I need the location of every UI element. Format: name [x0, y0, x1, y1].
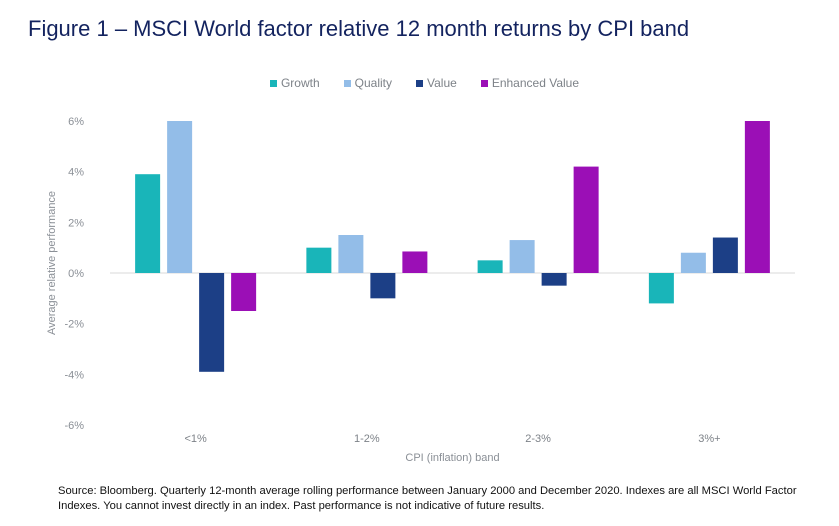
x-axis-ticks: <1% 1-2% 2-3% 3%+ [184, 433, 720, 445]
source-note: Source: Bloomberg. Quarterly 12-month av… [58, 485, 797, 512]
bar-value-3 [541, 273, 567, 286]
bar-enhanced-value-2 [402, 251, 428, 273]
x-tick-label: <1% [184, 433, 207, 445]
chart-legend: Growth Quality Value Enhanced Value [0, 76, 839, 90]
chart-title: Figure 1 – MSCI World factor relative 12… [28, 16, 690, 41]
y-tick-label: 0% [68, 268, 84, 280]
x-tick-label: 2-3% [525, 433, 551, 445]
y-axis-label: Average relative performance [46, 191, 58, 335]
bar-growth-4 [648, 273, 674, 304]
y-tick-label: 6% [68, 116, 84, 128]
bar-quality-1 [167, 121, 193, 273]
legend-label-value: Value [427, 76, 457, 90]
x-tick-label: 3%+ [698, 433, 720, 445]
legend-swatch-value [416, 79, 424, 87]
y-axis-ticks: 6% 4% 2% 0% -2% -4% -6% [64, 116, 84, 432]
bar-growth-3 [477, 260, 503, 273]
bar-value-1 [199, 273, 225, 372]
bar-quality-2 [338, 235, 364, 273]
legend-item-growth: Growth [260, 76, 320, 90]
bar-growth-2 [306, 247, 332, 273]
y-tick-label: -4% [64, 369, 84, 381]
y-tick-label: -2% [64, 319, 84, 331]
legend-item-quality: Quality [334, 76, 392, 90]
bar-enhanced-value-4 [744, 121, 770, 273]
bar-value-4 [712, 237, 738, 273]
bar-enhanced-value-3 [573, 166, 599, 273]
bar-growth-1 [135, 174, 161, 273]
y-tick-label: 2% [68, 217, 84, 229]
bar-chart: 6% 4% 2% 0% -2% -4% -6% <1% 1-2% 2-3% 3%+ CPI (in… [46, 116, 795, 464]
legend-item-value: Value [406, 76, 457, 90]
y-tick-label: 4% [68, 167, 84, 179]
bars-group [135, 121, 770, 372]
bar-quality-3 [509, 240, 535, 273]
bar-enhanced-value-1 [231, 273, 257, 311]
legend-label-quality: Quality [354, 76, 393, 90]
x-axis-label: CPI (inflation) band [405, 452, 499, 464]
legend-label-enhanced-value: Enhanced Value [491, 76, 580, 90]
bar-quality-4 [680, 252, 706, 273]
legend-label-growth: Growth [280, 76, 320, 90]
legend-swatch-quality [343, 79, 351, 87]
y-tick-label: -6% [64, 420, 84, 432]
legend-swatch-enhanced-value [480, 79, 488, 87]
x-tick-label: 1-2% [354, 433, 380, 445]
legend-item-enhanced-value: Enhanced Value [471, 76, 579, 90]
legend-swatch-growth [269, 79, 277, 87]
bar-value-2 [370, 273, 396, 299]
